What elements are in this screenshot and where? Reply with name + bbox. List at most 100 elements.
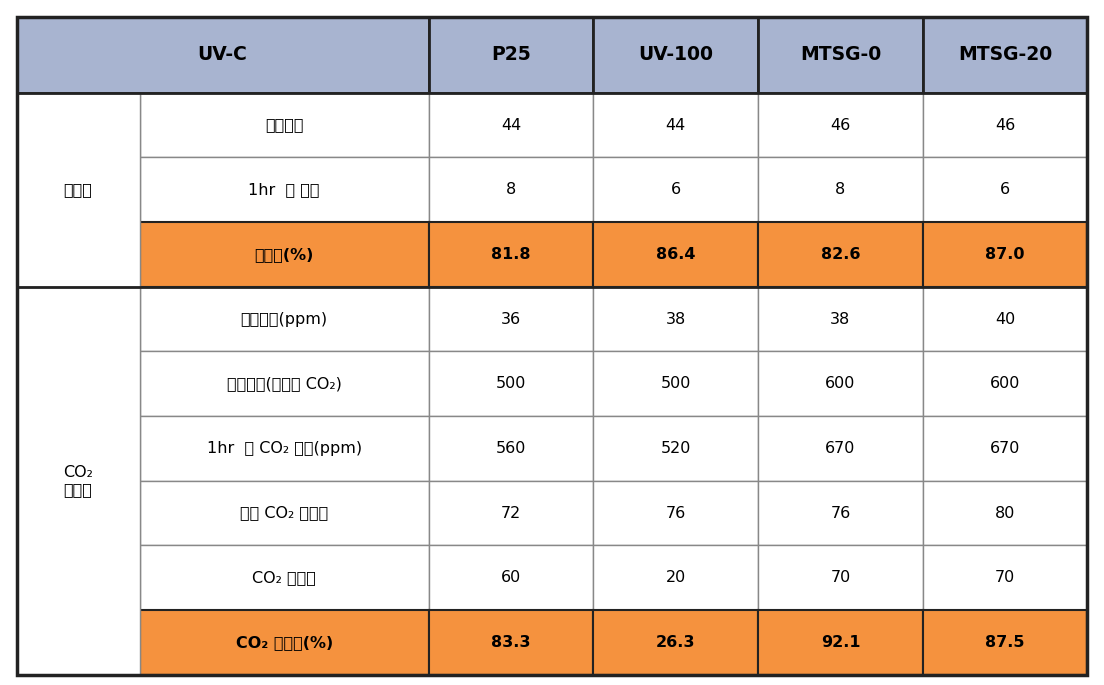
Text: 80: 80 [995,506,1016,521]
Text: 제거율(%): 제거율(%) [255,247,314,262]
Text: 44: 44 [501,118,521,133]
Text: 86.4: 86.4 [656,247,696,262]
Bar [758,222,923,287]
Bar [923,287,1087,351]
Text: 670: 670 [990,441,1020,456]
Text: 87.5: 87.5 [986,635,1025,650]
Text: 초기농도(공기중 CO₂): 초기농도(공기중 CO₂) [226,376,341,391]
Text: 38: 38 [830,312,850,327]
Text: 500: 500 [660,376,691,391]
Bar [140,222,428,287]
Text: 20: 20 [666,570,686,585]
Text: 83.3: 83.3 [491,635,531,650]
Bar [428,481,594,545]
Bar [428,416,594,481]
Text: 1hr  후 농도: 1hr 후 농도 [248,182,320,197]
Text: 제거율: 제거율 [64,182,93,197]
Text: 44: 44 [666,118,686,133]
Text: 6: 6 [671,182,681,197]
Bar [428,17,594,92]
Text: 1hr  후 CO₂ 농도(ppm): 1hr 후 CO₂ 농도(ppm) [206,441,362,456]
Text: 6: 6 [1000,182,1010,197]
Text: 70: 70 [995,570,1016,585]
Text: 이론 CO₂ 발생량: 이론 CO₂ 발생량 [240,506,328,521]
Bar [140,416,428,481]
Text: UV-100: UV-100 [638,45,713,64]
Text: 600: 600 [990,376,1020,391]
Bar [758,351,923,416]
Bar [923,92,1087,158]
Bar [428,158,594,222]
Text: 72: 72 [501,506,521,521]
Text: P25: P25 [491,45,531,64]
Text: 76: 76 [666,506,686,521]
Bar [428,351,594,416]
Text: CO₂ 발생량: CO₂ 발생량 [253,570,316,585]
Text: 36: 36 [501,312,521,327]
Text: MTSG-0: MTSG-0 [799,45,881,64]
Bar [428,610,594,675]
Bar [140,158,428,222]
Bar [758,610,923,675]
Bar [140,610,428,675]
Bar [594,222,758,287]
Bar [758,92,923,158]
Bar [594,351,758,416]
Bar [594,481,758,545]
Bar [428,222,594,287]
Bar [594,287,758,351]
Text: 92.1: 92.1 [820,635,860,650]
Text: 670: 670 [826,441,856,456]
Text: 46: 46 [830,118,850,133]
Text: 70: 70 [830,570,850,585]
Text: 76: 76 [830,506,850,521]
Bar [428,287,594,351]
Text: CO₂
전환율: CO₂ 전환율 [63,464,93,497]
Bar [17,287,140,675]
Text: 82.6: 82.6 [820,247,860,262]
Text: 38: 38 [666,312,686,327]
Bar [140,351,428,416]
Text: 87.0: 87.0 [986,247,1025,262]
Text: MTSG-20: MTSG-20 [958,45,1052,64]
Bar [923,610,1087,675]
Bar [428,92,594,158]
Text: 8: 8 [506,182,517,197]
Bar [594,610,758,675]
Bar [594,158,758,222]
Text: 초기농도: 초기농도 [265,118,304,133]
Text: 560: 560 [496,441,527,456]
Bar [758,416,923,481]
Bar [923,416,1087,481]
Text: CO₂ 전환율(%): CO₂ 전환율(%) [235,635,332,650]
Bar [923,222,1087,287]
Text: 81.8: 81.8 [491,247,531,262]
Bar [17,17,428,92]
Bar [923,545,1087,610]
Bar [923,158,1087,222]
Bar [758,545,923,610]
Bar [140,287,428,351]
Text: UV-C: UV-C [198,45,247,64]
Bar [758,481,923,545]
Bar [17,92,140,287]
Text: 600: 600 [826,376,856,391]
Bar [594,416,758,481]
Bar [428,545,594,610]
Bar [758,287,923,351]
Text: 520: 520 [660,441,691,456]
Bar [594,92,758,158]
Bar [594,17,758,92]
Bar [758,158,923,222]
Text: 46: 46 [995,118,1016,133]
Bar [923,17,1087,92]
Bar [923,351,1087,416]
Text: 흡착농도(ppm): 흡착농도(ppm) [241,312,328,327]
Text: 60: 60 [501,570,521,585]
Text: 500: 500 [496,376,527,391]
Bar [140,92,428,158]
Bar [140,545,428,610]
Bar [923,481,1087,545]
Text: 26.3: 26.3 [656,635,696,650]
Bar [594,545,758,610]
